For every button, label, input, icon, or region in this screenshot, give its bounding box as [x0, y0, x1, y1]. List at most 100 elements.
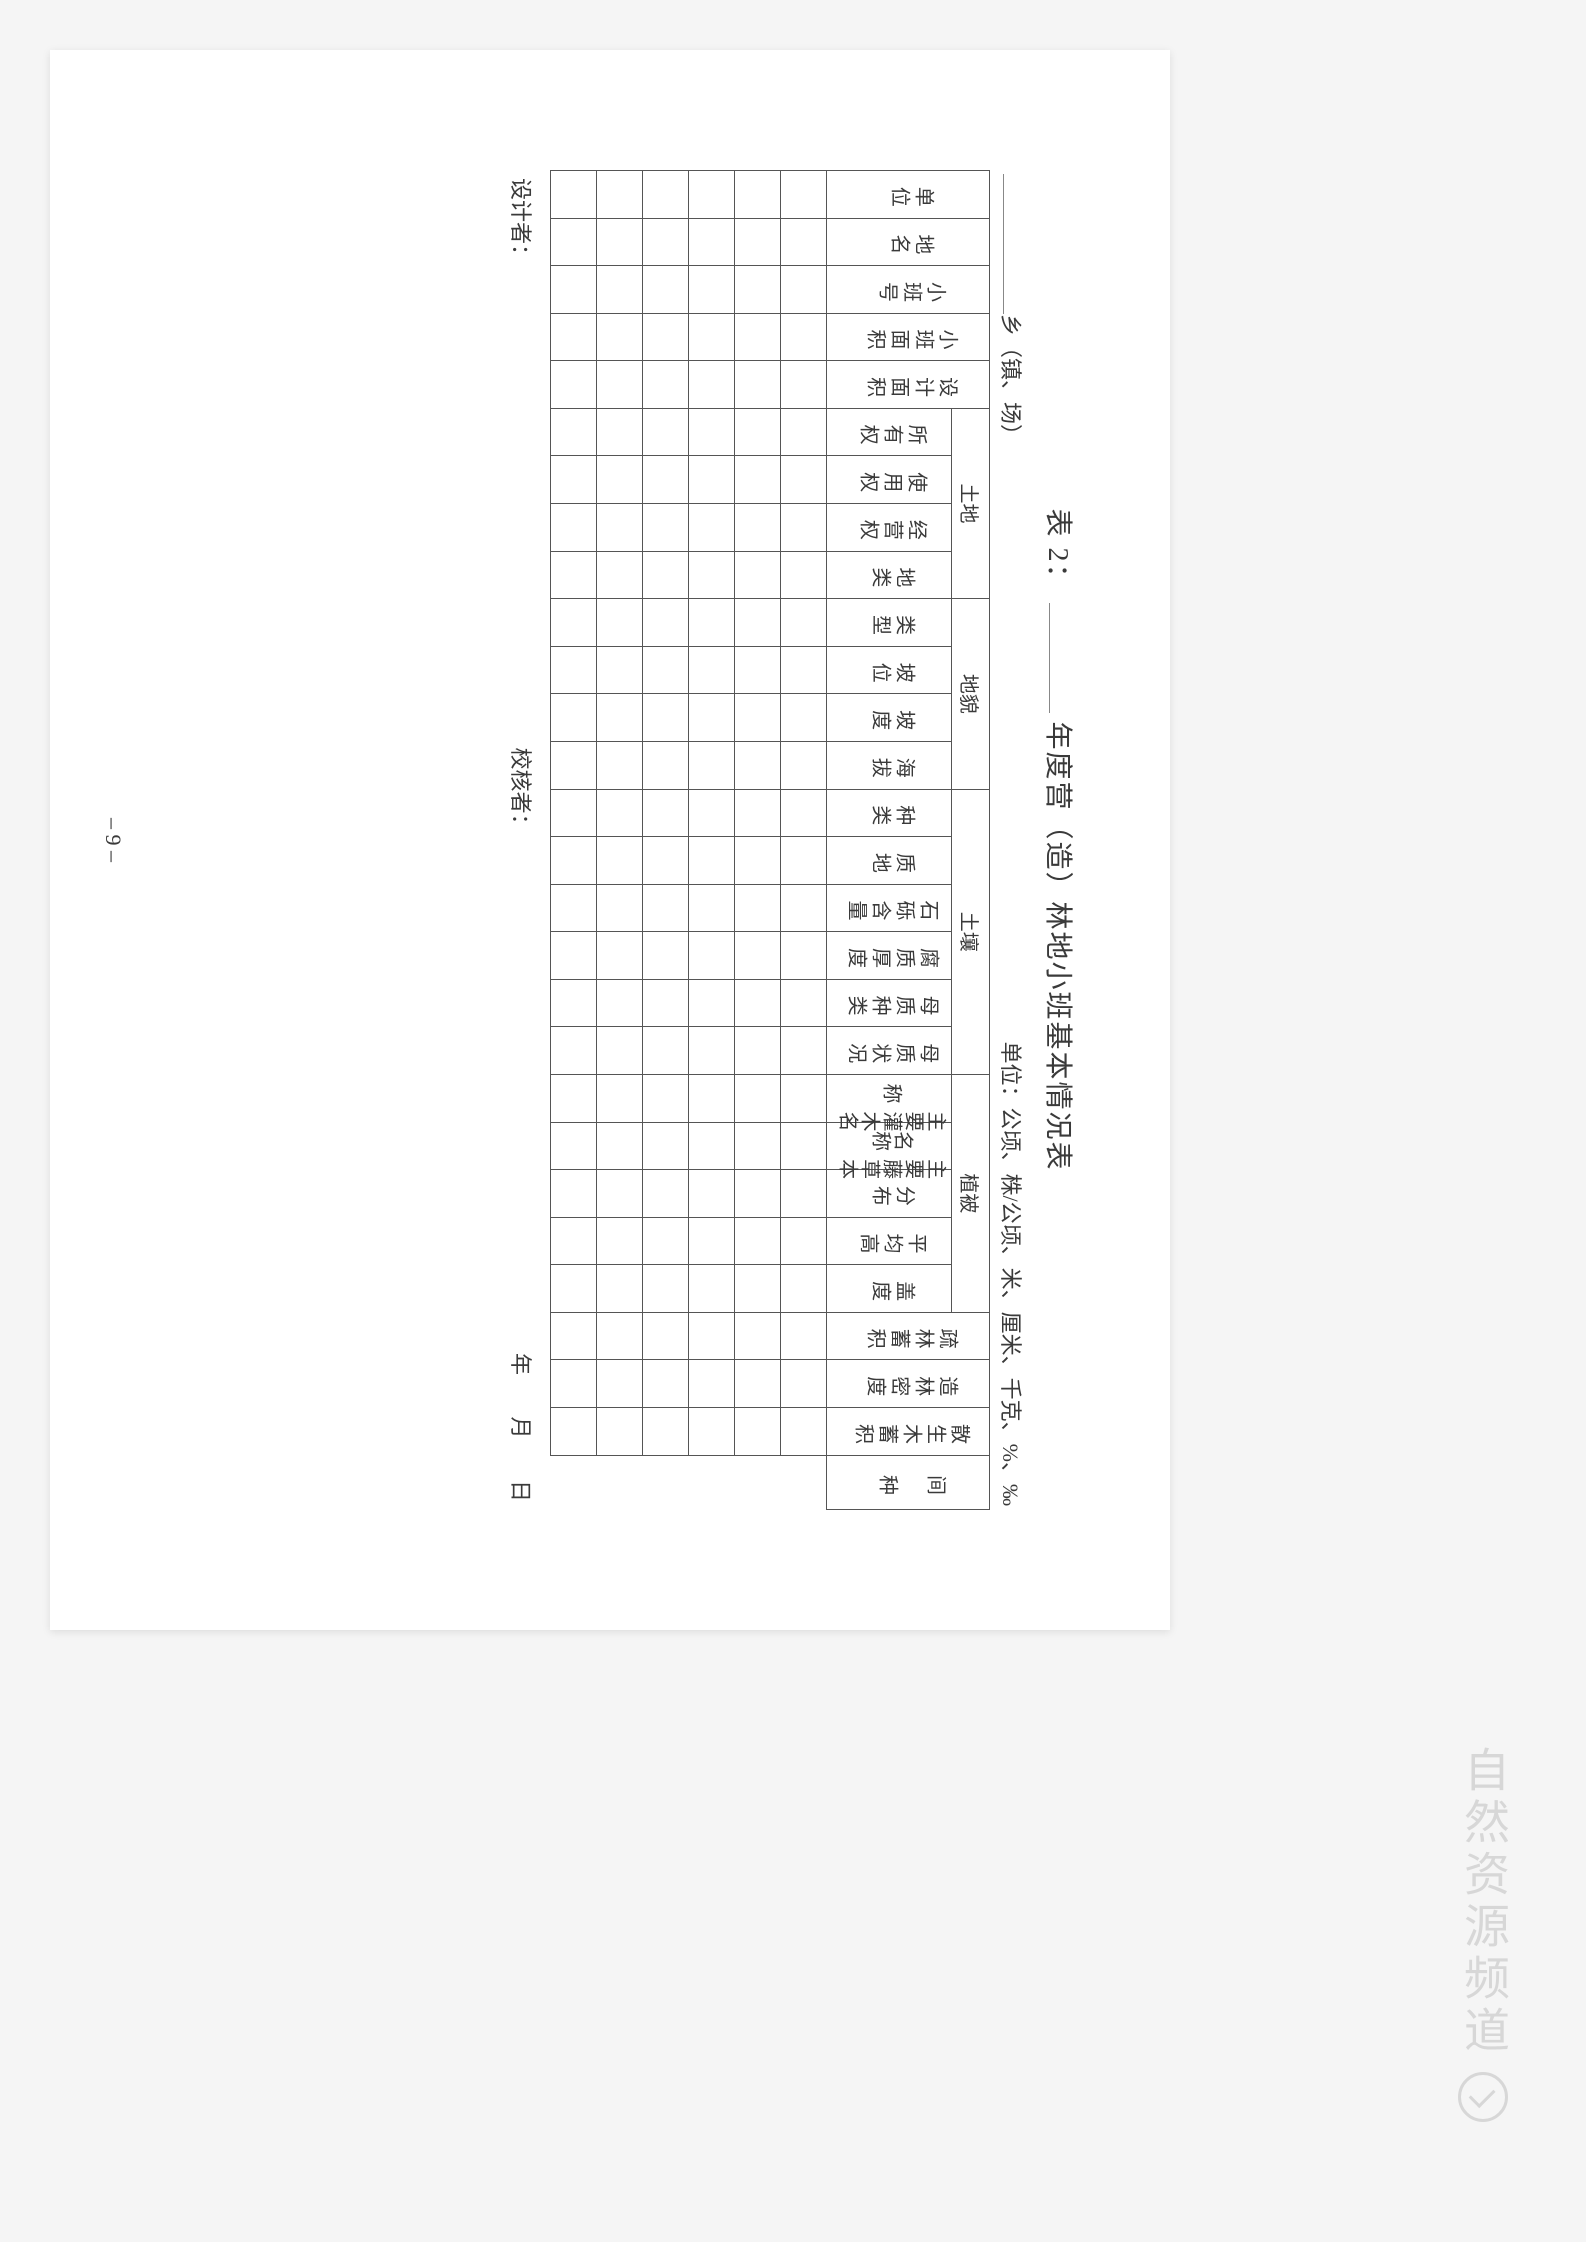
- table-cell: [781, 741, 827, 789]
- table-cell: [643, 1217, 689, 1265]
- table-cell: [551, 741, 597, 789]
- table-cell: [689, 1027, 735, 1075]
- table-cell: [643, 456, 689, 504]
- col-jianzhong: 间 种: [827, 1456, 990, 1510]
- table-cell: [597, 504, 643, 552]
- table-cell: [551, 504, 597, 552]
- table-cell: [643, 884, 689, 932]
- table-cell: [735, 599, 781, 647]
- table-row: [643, 171, 689, 1510]
- table-cell: [643, 504, 689, 552]
- table-cell: [551, 456, 597, 504]
- table-cell: [643, 1360, 689, 1408]
- table-cell: [643, 1122, 689, 1170]
- col-diming: 地名: [827, 218, 990, 266]
- col-zaolinmidu: 造林密度: [827, 1360, 990, 1408]
- table-cell: [643, 646, 689, 694]
- table-cell: [735, 884, 781, 932]
- table-cell: [643, 1170, 689, 1218]
- table-cell: [689, 646, 735, 694]
- table-body: [551, 171, 827, 1510]
- landscape-content: 表 2： 年度营（造）林地小班基本情况表 乡（镇、场） 单位：公顷、株/公顷、米…: [50, 50, 1170, 1630]
- col-fuzhihoudu: 腐质厚度: [827, 932, 952, 980]
- group-zhibei: 植被: [952, 1074, 990, 1312]
- col-xiaobanmianji: 小班面积: [827, 313, 990, 361]
- col-muzhizhuangkuang: 母质状况: [827, 1027, 952, 1075]
- table-cell: [781, 313, 827, 361]
- table-cell: [597, 837, 643, 885]
- form-table: 单位 地名 小班号 小班面积 设计面积 土地 地貌 土壤 植被 疏林蓄积 造林密…: [550, 170, 990, 1510]
- table-cell: [689, 932, 735, 980]
- table-cell: [643, 218, 689, 266]
- table-cell: [643, 1408, 689, 1456]
- table-cell: [551, 884, 597, 932]
- table-cell: [643, 741, 689, 789]
- header-row-1: 单位 地名 小班号 小班面积 设计面积 土地 地貌 土壤 植被 疏林蓄积 造林密…: [952, 171, 990, 1510]
- col-xiaobanhao: 小班号: [827, 266, 990, 314]
- table-cell: [735, 266, 781, 314]
- table-cell: [597, 313, 643, 361]
- col-muzhizhonglei: 母质种类: [827, 979, 952, 1027]
- table-cell: [781, 408, 827, 456]
- col-sanshengmuxuji: 散生木蓄积: [827, 1408, 990, 1456]
- footer-date: 年 月 日: [506, 1317, 538, 1502]
- table-cell: [689, 694, 735, 742]
- table-cell: [735, 1170, 781, 1218]
- col-podu: 坡度: [827, 694, 952, 742]
- col-pingjungao: 平均高: [827, 1217, 952, 1265]
- table-cell: [781, 171, 827, 219]
- table-cell: [689, 1360, 735, 1408]
- col-shili: 石砾含量: [827, 884, 952, 932]
- table-cell: [597, 1312, 643, 1360]
- page-number: – 9 –: [100, 50, 126, 1630]
- table-cell: [689, 1408, 735, 1456]
- table-cell: [781, 837, 827, 885]
- table-cell: [643, 694, 689, 742]
- table-cell: [781, 1027, 827, 1075]
- col-gaidu: 盖度: [827, 1265, 952, 1313]
- table-cell: [643, 789, 689, 837]
- table-cell: [689, 884, 735, 932]
- table-cell: [689, 1312, 735, 1360]
- subhead-left: 乡（镇、场）: [996, 174, 1028, 446]
- title-suffix: 年度营（造）林地小班基本情况表: [1042, 722, 1073, 1172]
- table-cell: [781, 694, 827, 742]
- table-cell: [781, 789, 827, 837]
- watermark-check-icon: [1458, 2072, 1508, 2122]
- table-cell: [781, 1074, 827, 1122]
- table-cell: [597, 1074, 643, 1122]
- group-tudi: 土地: [952, 408, 990, 598]
- table-cell: [689, 171, 735, 219]
- col-shulinxuji: 疏林蓄积: [827, 1312, 990, 1360]
- table-cell: [551, 313, 597, 361]
- township-blank: [1003, 174, 1025, 314]
- table-cell: [689, 1265, 735, 1313]
- table-cell: [597, 1217, 643, 1265]
- table-cell: [551, 408, 597, 456]
- table-cell: [643, 932, 689, 980]
- table-cell: [551, 218, 597, 266]
- table-cell: [643, 171, 689, 219]
- table-cell: [551, 171, 597, 219]
- table-cell: [735, 218, 781, 266]
- table-cell: [735, 979, 781, 1027]
- col-jingyingquan: 经营权: [827, 504, 952, 552]
- table-cell: [735, 741, 781, 789]
- col-powei: 坡位: [827, 646, 952, 694]
- table-cell: [597, 741, 643, 789]
- table-cell: [781, 932, 827, 980]
- table-cell: [551, 789, 597, 837]
- table-cell: [643, 1074, 689, 1122]
- table-cell: [689, 837, 735, 885]
- table-cell: [551, 837, 597, 885]
- table-cell: [735, 408, 781, 456]
- watermark-text: 自然资源频道: [1450, 1746, 1516, 2058]
- footer-checker: 校核者：: [506, 747, 538, 835]
- table-cell: [781, 551, 827, 599]
- table-cell: [643, 266, 689, 314]
- group-dimao: 地貌: [952, 599, 990, 789]
- table-cell: [597, 218, 643, 266]
- table-cell: [781, 504, 827, 552]
- table-cell: [551, 694, 597, 742]
- col-tengcao: 主要藤草本名称: [827, 1122, 952, 1170]
